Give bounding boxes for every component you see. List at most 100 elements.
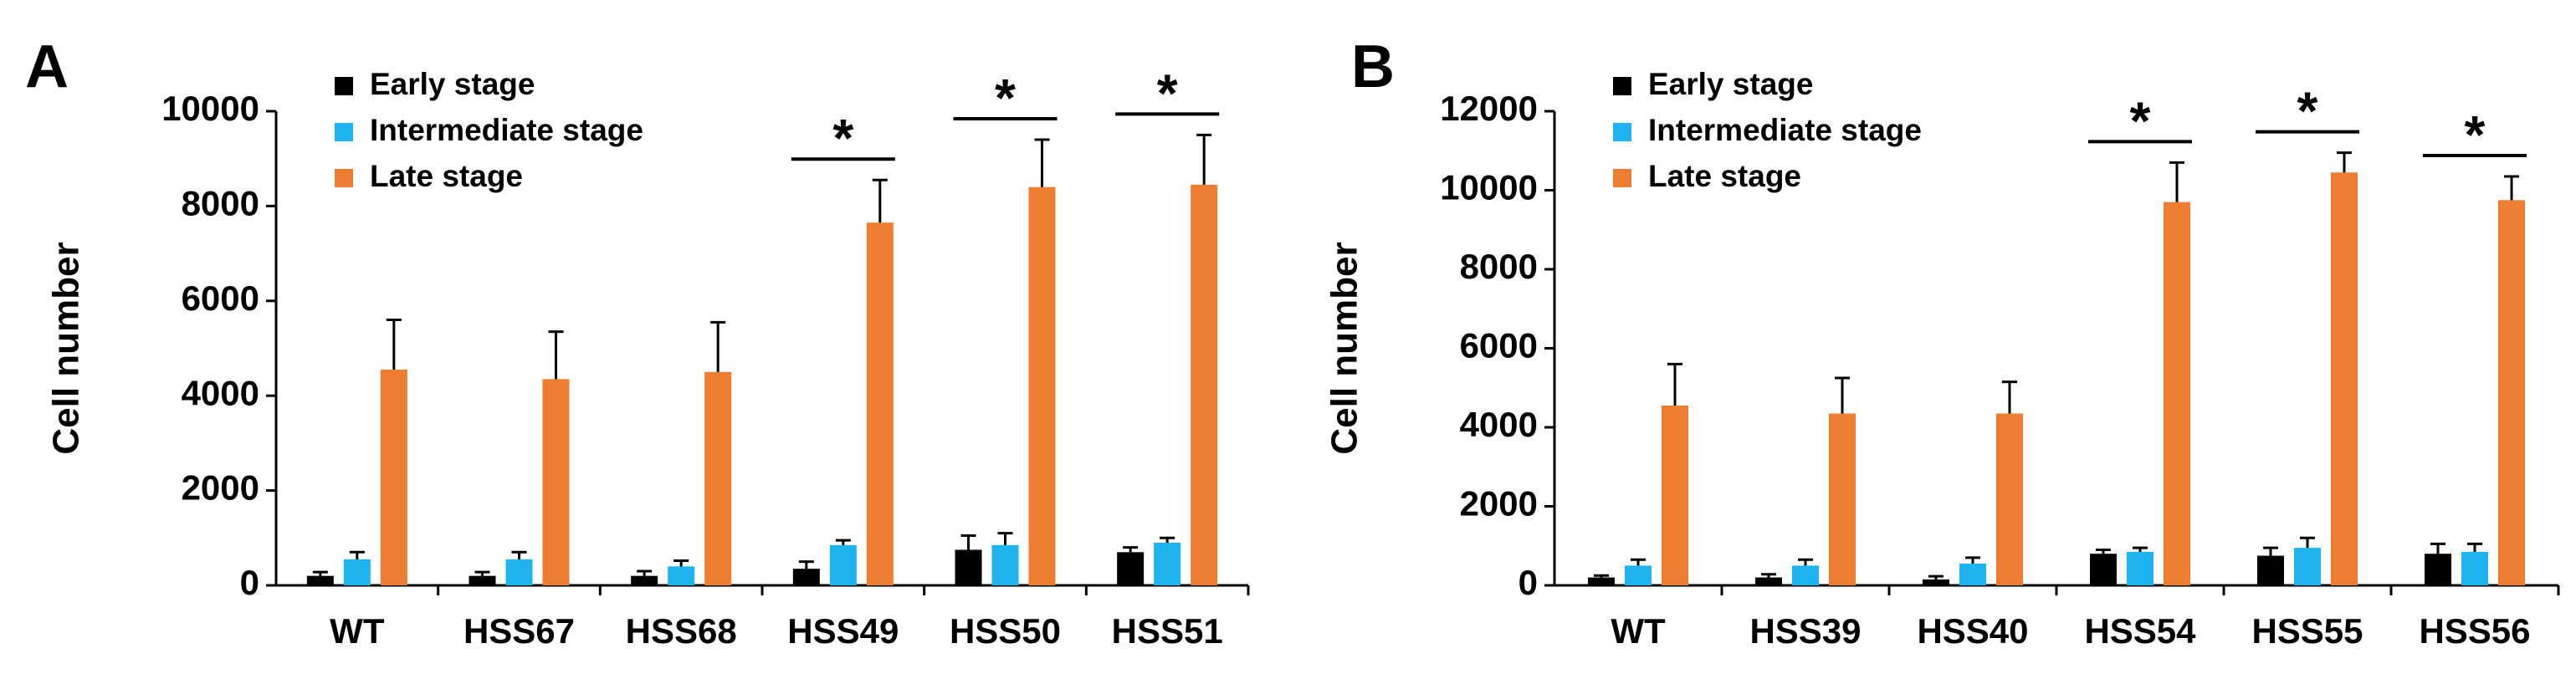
x-tick-label: HSS56	[2419, 611, 2530, 651]
error-bar	[474, 570, 490, 576]
bar	[792, 569, 820, 585]
error-bar	[637, 569, 653, 576]
significance-label: *	[1157, 63, 1178, 123]
x-tick-label: WT	[1611, 611, 1666, 651]
error-bar	[1798, 558, 1813, 566]
error-bar	[1196, 133, 1212, 185]
x-tick-label: WT	[330, 611, 385, 651]
bar	[2461, 551, 2488, 585]
y-tick-label: 8000	[1460, 247, 1538, 286]
error-bar	[386, 318, 402, 370]
error-bar	[2096, 548, 2111, 554]
x-tick-label: HSS51	[1112, 611, 1223, 651]
bar	[542, 379, 570, 585]
bar	[1588, 577, 1615, 585]
bar	[2164, 202, 2190, 586]
bar	[2498, 200, 2525, 585]
significance-label: *	[2130, 90, 2151, 151]
legend-swatch	[335, 169, 353, 187]
x-tick-label: HSS40	[1917, 611, 2028, 651]
bar	[2090, 554, 2117, 585]
significance-label: *	[2297, 81, 2318, 141]
bar	[380, 370, 407, 585]
bar	[1117, 552, 1145, 585]
significance-label: *	[832, 108, 853, 168]
bar	[2294, 548, 2321, 585]
bar	[1959, 564, 1986, 585]
error-bar	[2169, 161, 2184, 202]
x-tick-label: HSS55	[2251, 611, 2363, 651]
bar	[469, 575, 496, 585]
error-bar	[1965, 556, 1980, 564]
bar	[1829, 413, 1856, 585]
legend-label: Early stage	[370, 67, 535, 101]
error-bar	[2133, 546, 2148, 552]
bar	[1662, 406, 1688, 585]
legend-label: Intermediate stage	[1648, 113, 1922, 147]
y-tick-label: 6000	[182, 278, 259, 318]
x-tick-label: HSS39	[1749, 611, 1861, 651]
y-tick-label: 0	[1518, 563, 1538, 602]
y-axis-label: Cell number	[1324, 242, 1365, 454]
error-bar	[2263, 546, 2278, 556]
significance-label: *	[2465, 105, 2486, 165]
x-tick-label: HSS50	[950, 611, 1061, 651]
legend-label: Intermediate stage	[370, 113, 643, 147]
error-bar	[349, 550, 365, 559]
bar	[866, 222, 894, 585]
y-tick-label: 10000	[161, 89, 259, 128]
bar	[1028, 186, 1056, 585]
bar	[1154, 542, 1181, 585]
bar	[2425, 554, 2451, 585]
y-tick-label: 4000	[182, 373, 259, 412]
error-bar	[511, 550, 527, 559]
legend-swatch	[335, 77, 353, 95]
y-tick-label: 8000	[182, 183, 259, 222]
bar	[1625, 565, 1652, 585]
error-bar	[1594, 574, 1609, 578]
panel-label: B	[1351, 33, 1395, 100]
bar	[343, 559, 371, 585]
error-bar	[2002, 380, 2017, 414]
error-bar	[1160, 536, 1175, 543]
error-bar	[997, 532, 1013, 545]
error-bar	[2504, 175, 2519, 201]
error-bar	[1667, 362, 1682, 406]
bar	[668, 566, 695, 585]
x-tick-label: HSS49	[787, 611, 899, 651]
error-bar	[1123, 546, 1139, 553]
bar	[1755, 577, 1782, 585]
bar	[991, 544, 1019, 585]
panel-label: A	[25, 33, 69, 100]
bar	[1923, 579, 1949, 585]
error-bar	[2467, 542, 2482, 552]
error-bar	[1631, 558, 1646, 566]
bar	[1792, 565, 1819, 585]
legend-label: Late stage	[370, 159, 523, 193]
y-tick-label: 10000	[1440, 168, 1538, 207]
bar	[1996, 413, 2023, 585]
y-tick-label: 0	[240, 563, 259, 602]
y-tick-label: 2000	[182, 468, 259, 508]
error-bar	[1761, 573, 1776, 578]
error-bar	[312, 570, 328, 576]
error-bar	[1034, 138, 1050, 187]
y-tick-label: 2000	[1460, 484, 1538, 523]
error-bar	[798, 560, 814, 569]
x-tick-label: HSS54	[2084, 611, 2196, 651]
y-axis-label: Cell number	[46, 242, 87, 454]
error-bar	[2337, 151, 2352, 173]
bar	[2257, 555, 2284, 585]
y-tick-label: 12000	[1440, 89, 1538, 128]
legend-swatch	[1613, 123, 1631, 141]
error-bar	[673, 559, 689, 567]
bar	[505, 559, 533, 585]
error-bar	[2430, 542, 2445, 554]
error-bar	[710, 320, 726, 372]
error-bar	[1835, 376, 1850, 414]
bar	[2127, 551, 2153, 585]
error-bar	[835, 539, 851, 545]
error-bar	[2300, 536, 2315, 549]
bar	[955, 549, 982, 585]
y-tick-label: 6000	[1460, 326, 1538, 365]
